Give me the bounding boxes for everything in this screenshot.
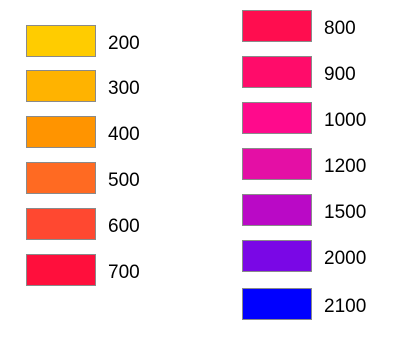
legend-swatch [242, 148, 312, 180]
legend-swatch [26, 25, 96, 57]
legend-label: 200 [108, 33, 140, 54]
legend-label: 700 [108, 262, 140, 283]
legend-label: 300 [108, 78, 140, 99]
legend-label: 400 [108, 124, 140, 145]
legend-swatch [26, 162, 96, 194]
legend-swatch [242, 56, 312, 88]
legend-label: 2100 [324, 296, 367, 317]
legend-label: 900 [324, 64, 356, 85]
legend-swatch [26, 208, 96, 240]
legend-label: 1500 [324, 202, 367, 223]
legend-swatch [242, 10, 312, 42]
legend-swatch [242, 194, 312, 226]
legend-swatch [26, 116, 96, 148]
legend-swatch [26, 70, 96, 102]
legend-label: 800 [324, 18, 356, 39]
legend-label: 600 [108, 216, 140, 237]
legend-swatch [26, 254, 96, 286]
legend-label: 2000 [324, 248, 367, 269]
legend-label: 1000 [324, 110, 367, 131]
legend-label: 500 [108, 170, 140, 191]
legend-swatch [242, 288, 312, 320]
legend-swatch [242, 102, 312, 134]
legend-label: 1200 [324, 156, 367, 177]
legend-swatch [242, 240, 312, 272]
